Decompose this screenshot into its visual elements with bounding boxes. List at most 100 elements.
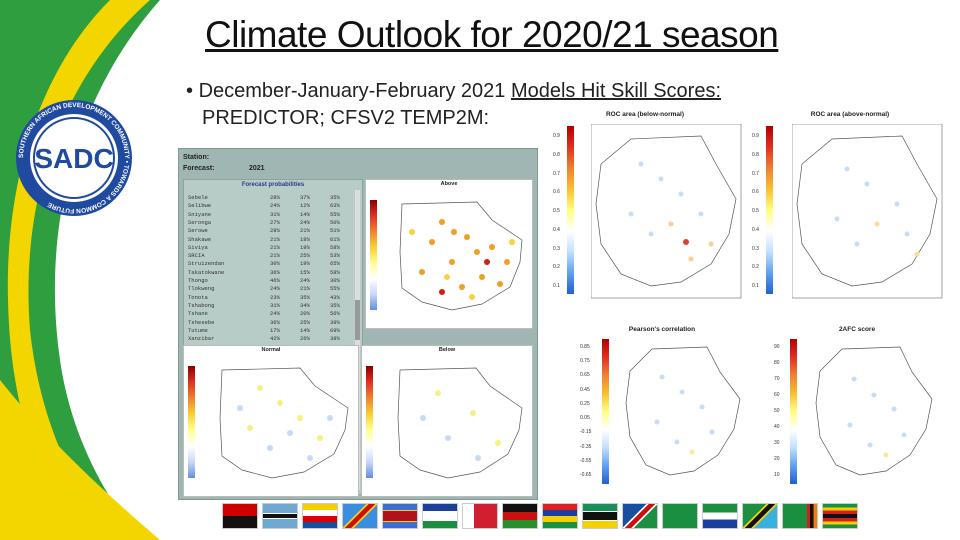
bullet-link: Models Hit Skill Scores: [510,80,722,102]
prob-cell-c: 58% [330,243,340,251]
prob-row[interactable]: Tshesebe 36% 25% 39% [188,319,358,326]
prob-cell-b: 14% [300,210,310,218]
prob-cell-a: 36% [270,318,280,326]
afc_ticks-tick: 50 [774,408,780,414]
roc-below-colorbar [567,126,574,294]
roc_above_ticks-tick: 0.2 [752,264,759,271]
forecast-label: Forecast: [183,165,215,172]
prob-cell-b: 35% [300,293,310,301]
station-forecast-panel: Station: Forecast: 2021 Forecast probabi… [178,148,538,500]
prob-row[interactable]: Selibwe 24% 12% 63% [188,202,358,209]
prob-row[interactable]: SRCIA 21% 25% 53% [188,252,358,259]
prob-cell-name: Struizendan [188,260,225,268]
prob-cell-name: Sebele [188,194,208,201]
roc-above-title: ROC area (above-normal) [810,111,890,118]
prob-cell-b: 12% [300,202,310,210]
pearson-map-svg [625,346,741,476]
prob-cell-a: 21% [270,252,280,260]
prob-header: Forecast probabilities [241,182,305,188]
prob-cell-b: 19% [300,243,310,251]
pearson-title: Pearson's correlation [628,326,696,333]
prob-cell-c: 38% [330,335,340,343]
map-above: Above [365,179,533,329]
prob-cell-name: Sniyane [188,210,212,218]
map-pearson: Pearson's correlation 0.85 0.75 0.65 0.45 0.… [578,325,746,495]
afc_ticks-tick: 40 [774,424,780,430]
prob-cell-c: 39% [330,318,340,326]
roc_above_ticks-tick: 0.1 [752,283,759,289]
prob-row[interactable]: Shakawe 21% 18% 61% [188,236,358,243]
prob-cell-c: 43% [330,293,340,301]
prob-cell-c: 30% [330,277,340,284]
prob-scrollbar[interactable] [355,190,360,490]
map-normal: Normal [183,345,359,497]
prob-cell-b: 21% [300,285,310,293]
prob-cell-a: 24% [270,285,280,293]
pearson_ticks-tick: -0.35 [580,443,592,450]
prob-row[interactable]: Siviya 21% 19% 58% [188,244,358,251]
prob-cell-b: 26% [300,335,310,343]
bullet-prefix: December-January-February 2021 [198,80,511,102]
map-below-title: Below [438,347,456,353]
map-roc-below: ROC area (below-normal) 0.9 0.8 0.7 0.6 0.5 0… [545,110,745,315]
prob-cell-c: 35% [330,194,340,201]
prob-cell-name: Xanzibar [188,335,215,343]
roc_ticks-tick: 0.3 [553,245,560,252]
prob-cell-a: 17% [270,326,280,334]
prob-row[interactable]: Struizendan 30% 19% 65% [188,260,358,267]
afc-map-svg [815,346,933,476]
prob-cell-c: 55% [330,210,340,218]
roc_ticks-tick: 0.1 [553,283,560,289]
pearson_ticks-tick: 0.05 [580,415,590,422]
afc_ticks-tick: 10 [774,472,780,478]
prob-row[interactable]: Tlokweng 24% 21% 55% [188,285,358,292]
roc-above-map-svg [792,124,943,299]
roc_above_ticks-tick: 0.8 [752,151,759,158]
prob-cell-name: SRCIA [188,252,205,260]
roc_ticks-tick: 0.8 [553,151,560,158]
prob-cell-name: Tshabong [188,301,215,309]
prob-row[interactable]: Tshane 24% 20% 56% [188,310,358,317]
prob-cell-name: Tshane [188,310,208,318]
map-roc-above: ROC area (above-normal) 0.9 0.8 0.7 0.6 0.5 0… [752,110,948,315]
afc_ticks-tick: 80 [774,360,780,366]
roc_ticks-tick: 0.4 [553,226,560,233]
prob-row[interactable]: Thongo 46% 24% 30% [188,277,358,284]
pearson_ticks-tick: -0.65 [580,472,592,478]
roc_above_ticks-tick: 0.7 [752,170,759,177]
roc_ticks-tick: 0.9 [553,133,560,139]
prob-cell-b: 14% [300,326,310,334]
prob-row[interactable]: Tutume 17% 14% 69% [188,327,358,334]
prob-row[interactable]: Sniyane 31% 14% 55% [188,211,358,218]
prob-cell-a: 42% [270,335,280,343]
prob-row[interactable]: Sebele 28% 37% 35% [188,194,358,201]
normal-map-svg [219,367,349,479]
prob-cell-c: 50% [330,218,340,226]
flag-drc [342,503,378,529]
afc_ticks-tick: 70 [774,376,780,382]
prob-row[interactable]: Xanzibar 42% 26% 38% [188,335,358,342]
afc_ticks-tick: 90 [774,344,780,350]
prob-cell-c: 69% [330,326,340,334]
prob-cell-name: Tlokweng [188,285,215,293]
afc_ticks-tick: 20 [774,456,780,462]
prob-cell-a: 23% [270,293,280,301]
prob-cell-a: 21% [270,243,280,251]
prob-cell-a: 46% [270,277,280,284]
afc-colorbar [790,339,797,484]
roc_above_ticks-tick: 0.4 [752,226,759,233]
prob-row[interactable]: Tshabong 31% 34% 35% [188,302,358,309]
afc_ticks-tick: 60 [774,392,780,398]
below-map-svg [397,367,523,479]
prob-cell-name: Tshesebe [188,318,215,326]
prob-cell-name: Siviya [188,243,208,251]
below-colorbar [366,366,373,478]
prob-row[interactable]: Seronga 27% 24% 50% [188,219,358,226]
prob-row[interactable]: Serowe 28% 21% 51% [188,227,358,234]
scroll-thumb[interactable] [355,300,360,340]
prob-row[interactable]: Tonota 23% 35% 43% [188,294,358,301]
flag-zimbabwe [822,503,858,529]
prob-cell-c: 51% [330,227,340,235]
prob-row[interactable]: Takatokwane 36% 15% 58% [188,269,358,276]
prob-cell-c: 56% [330,310,340,318]
